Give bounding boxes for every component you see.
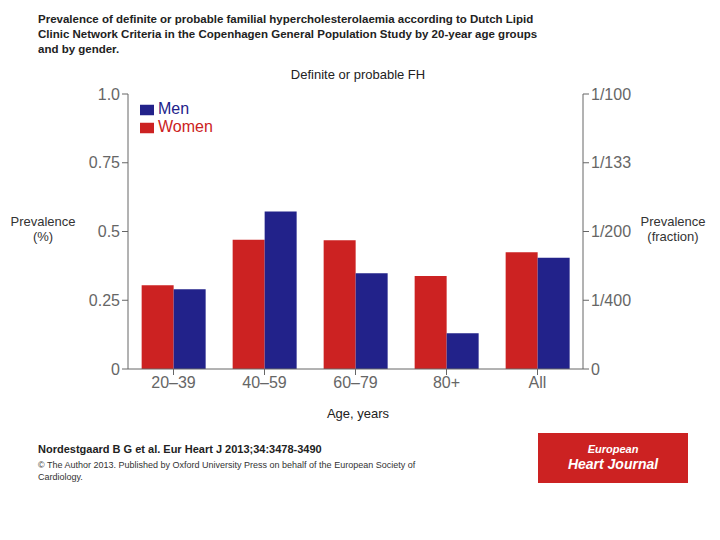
html-text:Definite or probable FH: Definite or probable FH xyxy=(290,66,426,82)
html-text:Prevalence of definite or prob: Prevalence of definite or probable famil… xyxy=(38,13,538,55)
svg-text:1/400: 1/400 xyxy=(591,292,631,309)
svg-text:1/100: 1/100 xyxy=(591,85,631,102)
html-text:European: European xyxy=(587,443,639,456)
html-text:Men: Men xyxy=(158,99,190,117)
svg-text:1/133: 1/133 xyxy=(591,154,631,171)
svg-text:40–59: 40–59 xyxy=(242,374,287,391)
svg-text:All: All xyxy=(529,374,547,391)
svg-text:1/200: 1/200 xyxy=(591,223,631,240)
svg-text:0.25: 0.25 xyxy=(89,292,120,309)
html-text:Women: Women xyxy=(158,117,213,135)
svg-text:0.5: 0.5 xyxy=(98,223,120,240)
html-text:Prevalence (fraction): Prevalence (fraction) xyxy=(640,213,706,244)
svg-text:0: 0 xyxy=(111,360,120,377)
svg-text:20–39: 20–39 xyxy=(151,374,196,391)
svg-text:80+: 80+ xyxy=(433,374,460,391)
svg-text:1.0: 1.0 xyxy=(98,85,120,102)
html-text:Age, years: Age, years xyxy=(326,405,390,421)
html-text:Nordestgaard B G et al. Eur He: Nordestgaard B G et al. Eur Heart J 2013… xyxy=(38,443,322,456)
html-text:© The Author 2013. Published b: © The Author 2013. Published by Oxford U… xyxy=(38,460,416,482)
svg-text:60–79: 60–79 xyxy=(333,374,378,391)
html-text:Heart Journal: Heart Journal xyxy=(567,456,659,473)
svg-text:0: 0 xyxy=(591,360,600,377)
svg-text:0.75: 0.75 xyxy=(89,154,120,171)
html-text:Prevalence (%): Prevalence (%) xyxy=(10,213,76,244)
